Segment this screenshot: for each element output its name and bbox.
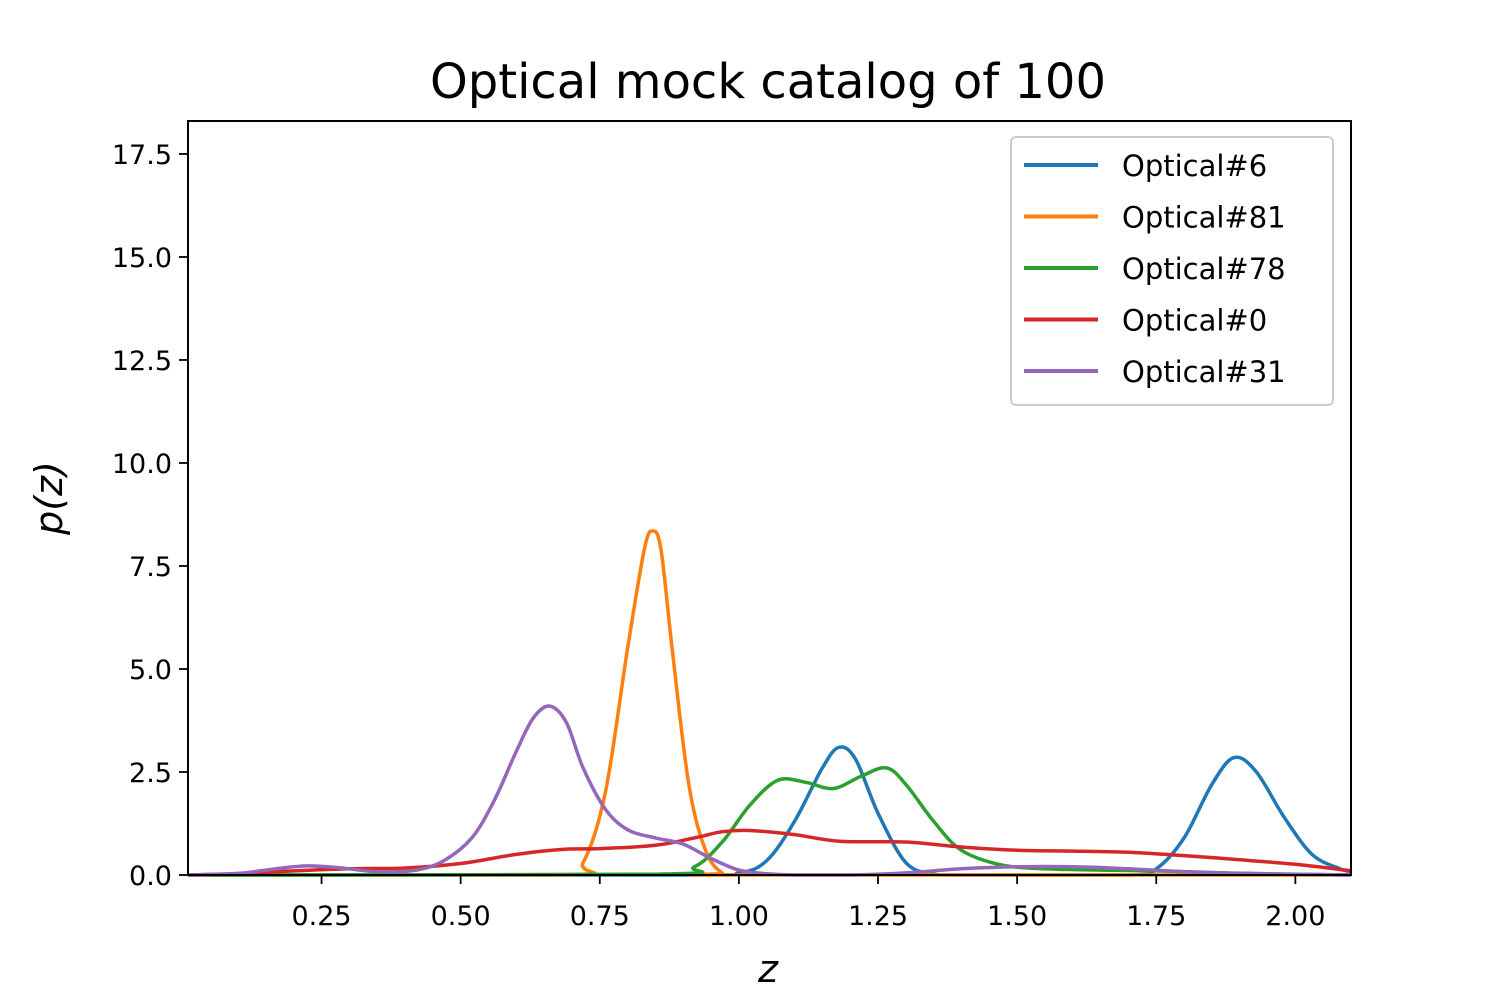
legend-box bbox=[1010, 136, 1334, 406]
legend-label: Optical#6 bbox=[1122, 149, 1267, 183]
x-tick-label: 0.75 bbox=[570, 901, 630, 932]
y-tick-label: 12.5 bbox=[112, 346, 172, 377]
legend-label: Optical#78 bbox=[1122, 252, 1286, 286]
x-tick-label: 1.00 bbox=[709, 901, 769, 932]
legend-label: Optical#81 bbox=[1122, 201, 1286, 235]
y-tick-label: 0.0 bbox=[129, 861, 172, 892]
series-line-5 bbox=[187, 704, 1352, 877]
legend-label: Optical#0 bbox=[1122, 304, 1267, 338]
y-axis-label: p(z) bbox=[27, 461, 71, 536]
legend-label: Optical#31 bbox=[1122, 355, 1286, 389]
y-axis-ticks: 0.0 2.5 5.0 7.5 10.0 12.5 15.0 17.5 bbox=[112, 140, 188, 892]
x-tick-label: 2.00 bbox=[1265, 901, 1325, 932]
x-tick-label: 0.25 bbox=[291, 901, 351, 932]
y-tick-label: 7.5 bbox=[129, 552, 172, 583]
x-axis-ticks: 0.25 0.50 0.75 1.00 1.25 1.50 1.75 2.00 bbox=[291, 875, 1325, 932]
series-line-4 bbox=[187, 828, 1352, 877]
chart-title: Optical mock catalog of 100 bbox=[430, 54, 1106, 110]
y-tick-label: 2.5 bbox=[129, 758, 172, 789]
y-tick-label: 10.0 bbox=[112, 449, 172, 480]
y-tick-label: 17.5 bbox=[112, 140, 172, 171]
series-lines bbox=[187, 529, 1352, 877]
series-line-1 bbox=[188, 745, 1352, 877]
legend: Optical#6 Optical#81 Optical#78 Optical#0 Op… bbox=[1010, 136, 1334, 406]
x-tick-label: 1.50 bbox=[987, 901, 1047, 932]
x-tick-label: 0.50 bbox=[431, 901, 491, 932]
y-tick-label: 15.0 bbox=[112, 243, 172, 274]
x-axis-label: z bbox=[757, 947, 779, 991]
plot-frame bbox=[187, 120, 1352, 876]
y-tick-label: 5.0 bbox=[129, 655, 172, 686]
x-tick-label: 1.75 bbox=[1126, 901, 1186, 932]
x-tick-label: 1.25 bbox=[848, 901, 908, 932]
